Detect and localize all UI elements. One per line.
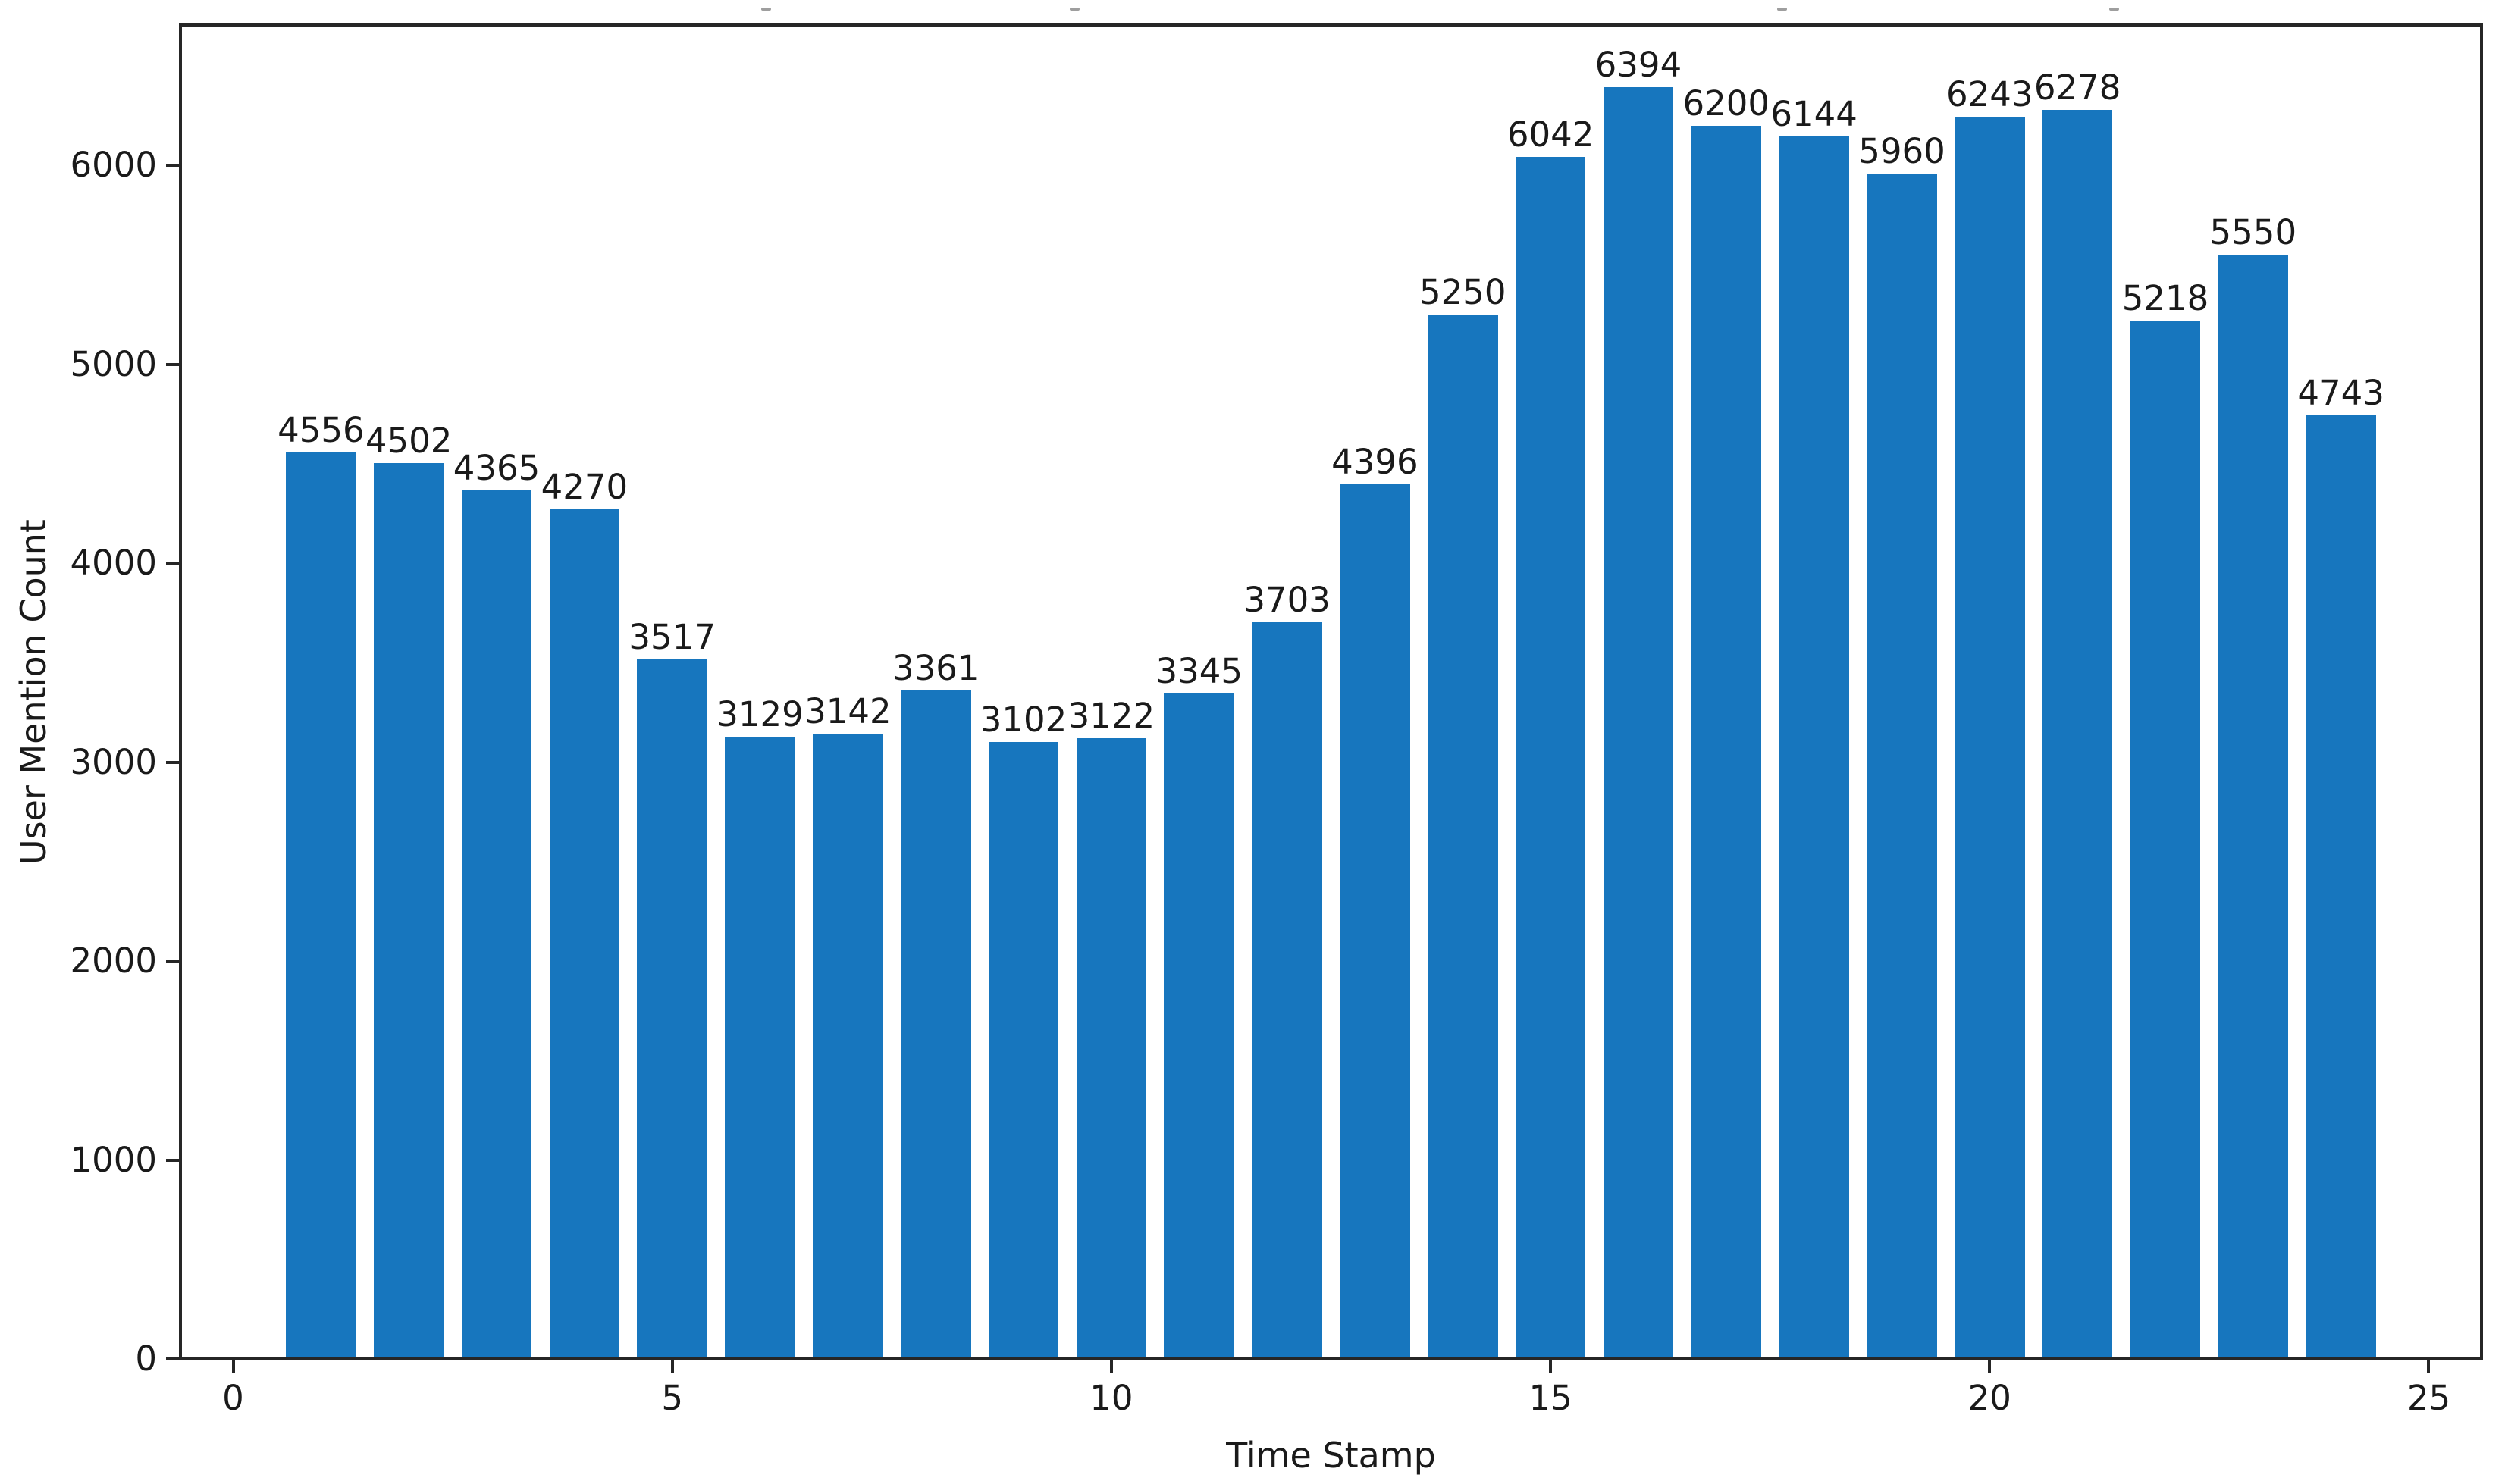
bar (1867, 173, 1937, 1359)
x-tick-mark (1988, 1360, 1992, 1373)
clipped-text-mark (761, 8, 771, 11)
y-axis-line (179, 23, 182, 1360)
bar (2218, 255, 2289, 1359)
bar (1603, 86, 1674, 1359)
bar (549, 509, 620, 1359)
x-axis-title: Time Stamp (1226, 1435, 1436, 1476)
y-tick-label: 3000 (70, 741, 157, 782)
bar-value-label: 3129 (716, 693, 804, 734)
bar-value-label: 3517 (629, 616, 716, 657)
plot-border-top (179, 23, 2483, 27)
bar-value-label: 3122 (1067, 695, 1155, 736)
bar-value-label: 3102 (980, 699, 1067, 740)
bar (373, 463, 444, 1359)
bar (1954, 117, 2025, 1359)
y-tick-mark (166, 760, 179, 764)
bar-value-label: 6042 (1506, 114, 1594, 155)
bar-value-label: 3345 (1155, 650, 1243, 691)
bar (1252, 621, 1322, 1359)
x-tick-mark (1549, 1360, 1553, 1373)
x-tick-mark (2427, 1360, 2431, 1373)
bar-value-label: 4396 (1331, 442, 1419, 483)
y-tick-label: 6000 (70, 145, 157, 186)
bar-value-label: 6200 (1682, 83, 1770, 124)
y-axis-title: User Mention Count (13, 519, 54, 865)
bar (2042, 110, 2113, 1359)
bar (813, 734, 883, 1359)
bar-value-label: 5218 (2121, 278, 2209, 319)
bar-value-label: 3361 (892, 647, 980, 688)
bar-value-label: 5960 (1858, 130, 1945, 171)
x-tick-label: 5 (661, 1378, 684, 1418)
x-tick-label: 25 (2406, 1378, 2451, 1418)
y-tick-mark (166, 1158, 179, 1162)
y-tick-label: 2000 (70, 941, 157, 982)
bar (2306, 415, 2376, 1359)
x-tick-label: 10 (1089, 1378, 1133, 1418)
bar-value-label: 4270 (541, 467, 629, 508)
x-tick-mark (670, 1360, 674, 1373)
y-tick-mark (166, 1357, 179, 1360)
bar (725, 736, 795, 1359)
y-tick-label: 4000 (70, 543, 157, 584)
bar-value-label: 4556 (277, 410, 365, 451)
y-tick-mark (166, 164, 179, 167)
bar-value-label: 4743 (2297, 373, 2384, 413)
clipped-text-mark (1070, 8, 1080, 11)
bar-value-label: 5550 (2209, 212, 2297, 253)
x-tick-mark (1109, 1360, 1113, 1373)
x-tick-label: 15 (1528, 1378, 1572, 1418)
y-tick-label: 0 (135, 1338, 157, 1379)
x-tick-label: 0 (222, 1378, 244, 1418)
plot-border-right (2480, 23, 2483, 1360)
x-axis-line (179, 1357, 2483, 1360)
y-tick-mark (166, 562, 179, 565)
clipped-text-mark (2109, 8, 2119, 11)
bar (900, 690, 971, 1359)
bar (286, 452, 356, 1359)
bar-value-label: 6278 (2033, 67, 2121, 108)
bar-value-label: 4365 (453, 448, 541, 489)
y-tick-label: 5000 (70, 343, 157, 384)
bar (1427, 314, 1498, 1359)
bar-value-label: 6144 (1770, 94, 1857, 135)
bar (1515, 157, 1586, 1359)
bar (1340, 484, 1410, 1359)
bar (1164, 693, 1235, 1359)
bar-value-label: 4502 (365, 421, 453, 462)
bar (461, 490, 532, 1359)
bar (1691, 125, 1762, 1359)
bar-value-label: 5250 (1419, 271, 1506, 312)
y-tick-mark (166, 362, 179, 366)
bar-value-label: 3703 (1243, 579, 1331, 620)
y-tick-label: 1000 (70, 1139, 157, 1180)
bar (2130, 321, 2201, 1359)
bar (988, 741, 1059, 1359)
bar (1076, 737, 1147, 1359)
bar (637, 659, 708, 1359)
y-tick-mark (166, 960, 179, 963)
x-tick-mark (231, 1360, 235, 1373)
bar-value-label: 6394 (1594, 44, 1682, 85)
clipped-text-mark (1777, 8, 1787, 11)
bar (1779, 136, 1849, 1359)
x-tick-label: 20 (1967, 1378, 2011, 1418)
bar-value-label: 6243 (1946, 74, 2033, 115)
bar-value-label: 3142 (804, 691, 892, 732)
